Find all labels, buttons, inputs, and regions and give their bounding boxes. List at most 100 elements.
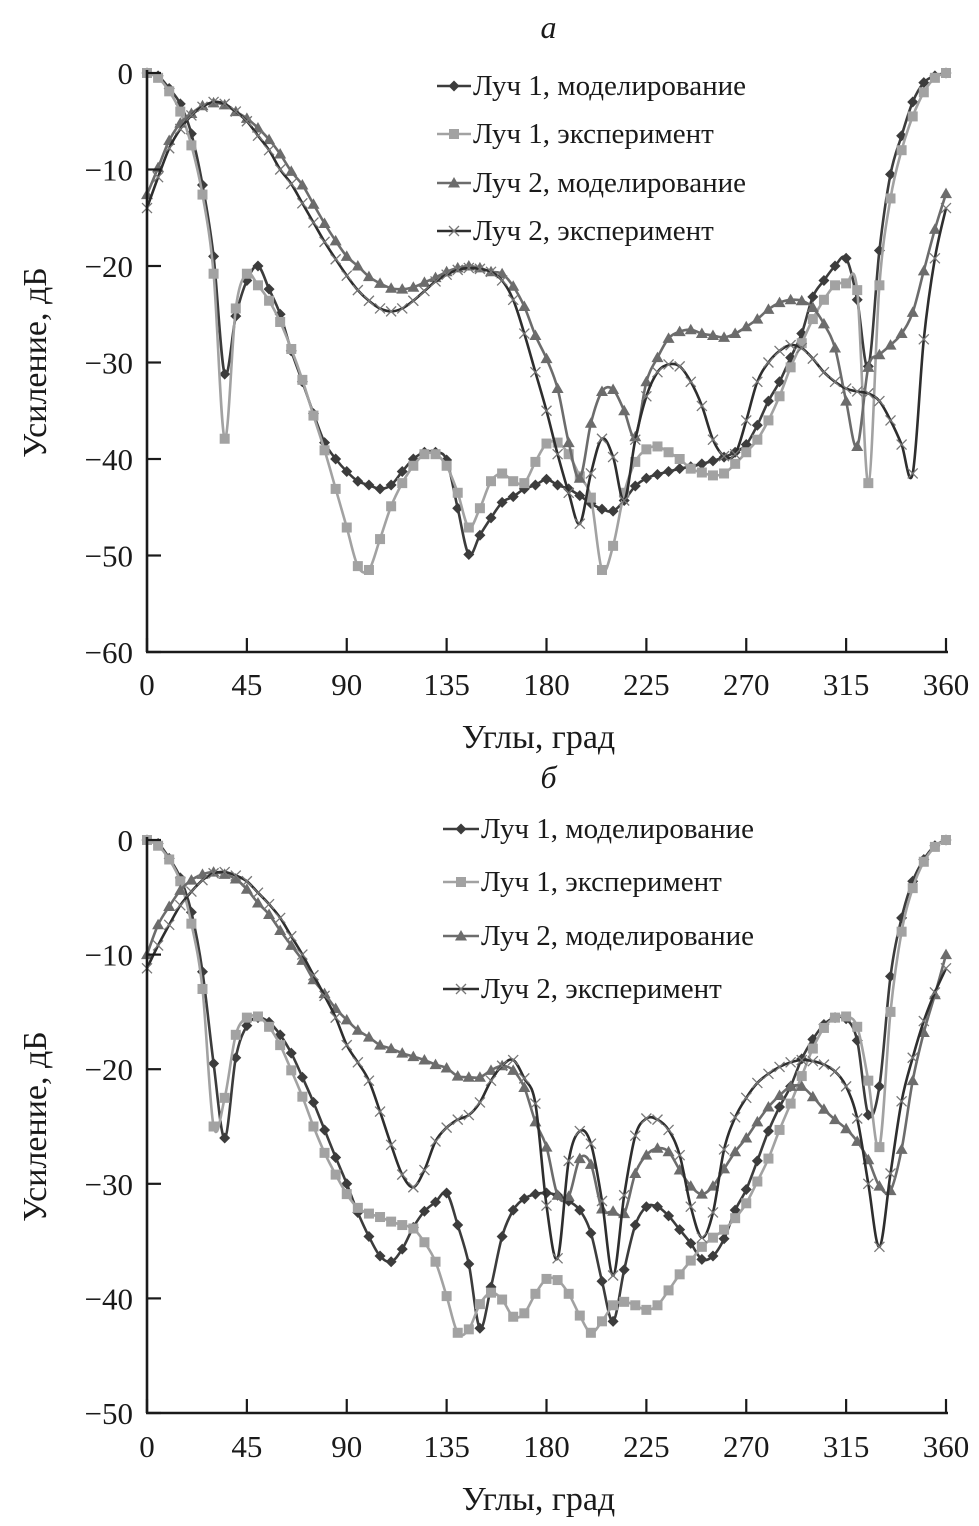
data-point [529, 366, 541, 378]
data-point [374, 303, 386, 314]
data-point [640, 1149, 653, 1160]
data-point [497, 1294, 508, 1305]
data-point [818, 294, 829, 305]
data-point [906, 1074, 919, 1086]
data-point [219, 1132, 231, 1144]
data-point [729, 327, 742, 339]
data-point [763, 415, 774, 426]
data-point [618, 1189, 630, 1201]
data-point [474, 529, 486, 541]
data-point [240, 883, 253, 894]
x-axis-label: Углы, град [462, 719, 615, 756]
data-point [707, 1232, 718, 1243]
data-point [407, 281, 420, 292]
legend-marker [456, 877, 466, 887]
data-point [818, 1022, 829, 1033]
data-point [541, 405, 552, 417]
data-point [785, 1056, 797, 1068]
x-tick-label: 45 [231, 1429, 262, 1464]
data-point [341, 522, 352, 533]
data-point [817, 1103, 830, 1114]
data-point [640, 375, 653, 387]
data-point [618, 1207, 631, 1219]
data-point [286, 343, 297, 354]
y-tick-label: 0 [118, 56, 134, 91]
chart-title: б [540, 759, 557, 795]
data-point [918, 1015, 930, 1027]
data-point [385, 1042, 398, 1054]
data-point [795, 294, 808, 306]
data-point [829, 260, 841, 272]
data-point [351, 1024, 364, 1035]
data-point [863, 478, 874, 489]
data-point [208, 1057, 220, 1069]
data-point [762, 1125, 774, 1137]
data-point [251, 897, 264, 908]
data-point [208, 268, 219, 279]
data-point [884, 1184, 897, 1196]
data-point [218, 868, 231, 879]
data-point [385, 282, 398, 293]
data-point [907, 96, 919, 108]
data-point [928, 223, 941, 234]
data-point [696, 467, 707, 478]
data-point [585, 468, 597, 479]
data-point [574, 518, 586, 530]
data-point [252, 280, 263, 291]
data-point [884, 339, 897, 350]
data-point [674, 1149, 686, 1161]
data-point [706, 329, 719, 340]
data-point [519, 478, 530, 489]
y-axis-label: Усиление, дБ [17, 267, 54, 458]
data-point [885, 193, 896, 204]
y-tick-label: 0 [118, 823, 134, 858]
data-point [374, 1250, 386, 1262]
data-point [785, 362, 796, 373]
legend: Луч 1, моделирование Луч 1, эксперимент Лу… [437, 70, 746, 247]
x-tick-label: 135 [423, 1429, 470, 1464]
data-point [230, 303, 241, 314]
data-point [452, 487, 463, 498]
data-point [385, 1139, 397, 1151]
data-point [174, 123, 186, 135]
chart-a: а0−10−20−30−40−50−600 45 90 135 180 225 270 315… [17, 9, 969, 756]
data-point [330, 453, 342, 465]
data-point [462, 1071, 475, 1082]
data-point [396, 1243, 408, 1255]
data-point [608, 540, 619, 551]
data-point [175, 876, 186, 887]
data-point [529, 1188, 541, 1200]
data-point [418, 1164, 430, 1176]
data-point [629, 434, 641, 446]
data-point [441, 460, 452, 471]
data-point [563, 449, 574, 460]
x-tick-label: 45 [231, 667, 262, 702]
data-point [452, 1327, 463, 1338]
data-point [584, 417, 597, 428]
data-point [263, 283, 275, 295]
data-point [363, 564, 374, 575]
data-point [741, 447, 752, 458]
data-point [941, 835, 951, 845]
data-point [352, 561, 363, 572]
data-point [264, 295, 275, 306]
data-point [386, 1216, 397, 1227]
data-point [896, 145, 907, 156]
data-point [596, 1275, 608, 1287]
data-point [651, 1201, 663, 1213]
data-point [641, 444, 652, 455]
data-point [185, 107, 198, 119]
data-point [507, 294, 519, 306]
data-point [741, 1198, 752, 1209]
data-point [541, 1273, 552, 1284]
data-point [363, 479, 375, 491]
data-point [851, 440, 864, 451]
data-point [319, 990, 331, 1002]
data-point [285, 1047, 297, 1059]
data-point [818, 366, 830, 378]
data-point [507, 1064, 520, 1075]
data-point [830, 280, 841, 291]
x-tick-label: 315 [823, 667, 870, 702]
data-point [174, 899, 186, 911]
data-point [552, 1275, 563, 1286]
